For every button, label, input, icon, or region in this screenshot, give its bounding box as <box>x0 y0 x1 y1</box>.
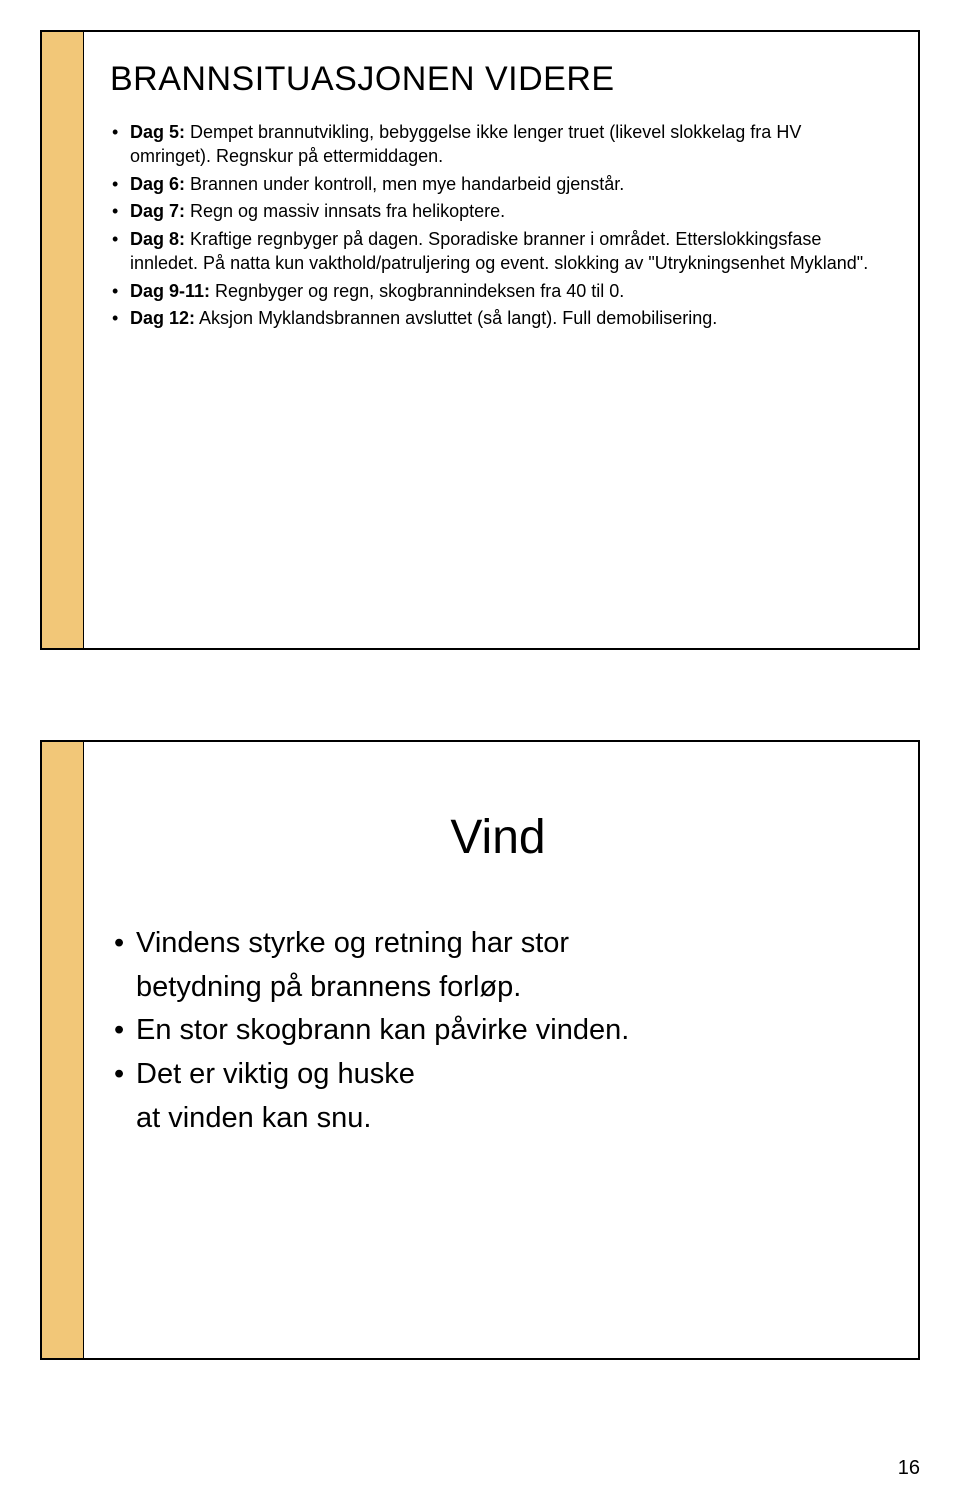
list-item: Dag 8: Kraftige regnbyger på dagen. Spor… <box>110 228 886 276</box>
list-item: betydning på brannens forløp. <box>110 969 886 1007</box>
slide-1-list: Dag 5: Dempet brannutvikling, bebyggelse… <box>110 121 886 335</box>
slide-1-title: BRANNSITUASJONEN VIDERE <box>110 60 886 99</box>
list-item: Dag 6: Brannen under kontroll, men mye h… <box>110 173 886 197</box>
bullet-text: Brannen under kontroll, men mye handarbe… <box>185 174 624 194</box>
list-item: Dag 9-11: Regnbyger og regn, skogbrannin… <box>110 280 886 304</box>
list-item: at vinden kan snu. <box>110 1100 886 1138</box>
bullet-label: Dag 12: <box>130 308 195 328</box>
slide-2: Vind Vindens styrke og retning har stor b… <box>40 740 920 1360</box>
slide-1: BRANNSITUASJONEN VIDERE Dag 5: Dempet br… <box>40 30 920 650</box>
bullet-text: Kraftige regnbyger på dagen. Sporadiske … <box>130 229 868 273</box>
slide-2-list: Vindens styrke og retning har stor betydn… <box>110 925 886 1143</box>
bullet-text: Regnbyger og regn, skogbrannindeksen fra… <box>210 281 624 301</box>
slide-2-title: Vind <box>110 810 886 865</box>
bullet-label: Dag 5: <box>130 122 185 142</box>
page-number: 16 <box>898 1457 920 1480</box>
list-item: En stor skogbrann kan påvirke vinden. <box>110 1012 886 1050</box>
list-item: Vindens styrke og retning har stor <box>110 925 886 963</box>
bullet-text: Dempet brannutvikling, bebyggelse ikke l… <box>130 122 801 166</box>
list-item: Dag 5: Dempet brannutvikling, bebyggelse… <box>110 121 886 169</box>
bullet-label: Dag 9-11: <box>130 281 210 301</box>
slide-accent <box>42 32 84 648</box>
bullet-text: Aksjon Myklandsbrannen avsluttet (så lan… <box>195 308 717 328</box>
slide-1-content: BRANNSITUASJONEN VIDERE Dag 5: Dempet br… <box>84 32 918 648</box>
bullet-label: Dag 6: <box>130 174 185 194</box>
bullet-label: Dag 7: <box>130 201 185 221</box>
slide-2-content: Vind Vindens styrke og retning har stor b… <box>84 742 918 1358</box>
list-item: Dag 7: Regn og massiv innsats fra heliko… <box>110 200 886 224</box>
bullet-text: Regn og massiv innsats fra helikoptere. <box>185 201 505 221</box>
list-item: Dag 12: Aksjon Myklandsbrannen avsluttet… <box>110 307 886 331</box>
slide-accent <box>42 742 84 1358</box>
page: BRANNSITUASJONEN VIDERE Dag 5: Dempet br… <box>0 0 960 1494</box>
list-item: Det er viktig og huske <box>110 1056 886 1094</box>
bullet-label: Dag 8: <box>130 229 185 249</box>
